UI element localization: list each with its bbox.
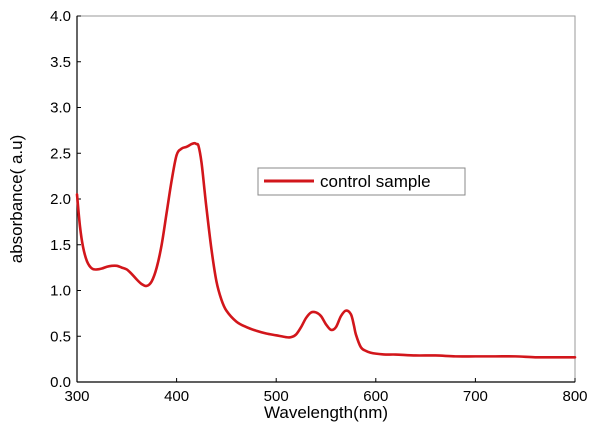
y-axis-ticks: 0.0 0.5 1.0 1.5 2.0 2.5 3.0 3.5 4.0 <box>50 8 81 391</box>
x-tick-label: 500 <box>264 388 289 405</box>
x-axis-ticks: 300 400 500 600 700 800 <box>64 378 588 405</box>
series-line-0 <box>75 141 577 359</box>
plot-frame <box>76 15 576 383</box>
series-layer <box>75 141 577 359</box>
y-tick-label: 3.0 <box>50 100 71 117</box>
legend: control sample <box>257 167 466 196</box>
x-tick-label: 400 <box>164 388 189 405</box>
y-tick-label: 3.5 <box>50 54 71 71</box>
x-tick-label: 700 <box>463 388 488 405</box>
y-tick-label: 0.0 <box>50 374 71 391</box>
x-tick-label: 300 <box>64 388 89 405</box>
y-tick-label: 2.0 <box>50 191 71 208</box>
legend-label: control sample <box>320 172 431 191</box>
x-tick-label: 600 <box>363 388 388 405</box>
x-tick-label: 800 <box>562 388 587 405</box>
y-tick-label: 1.0 <box>50 283 71 300</box>
y-tick-label: 4.0 <box>50 8 71 25</box>
y-tick-label: 0.5 <box>50 328 71 345</box>
x-axis-title: Wavelength(nm) <box>264 403 388 422</box>
y-tick-label: 1.5 <box>50 237 71 254</box>
y-tick-label: 2.5 <box>50 145 71 162</box>
y-axis-title: absorbance( a.u) <box>7 135 26 264</box>
